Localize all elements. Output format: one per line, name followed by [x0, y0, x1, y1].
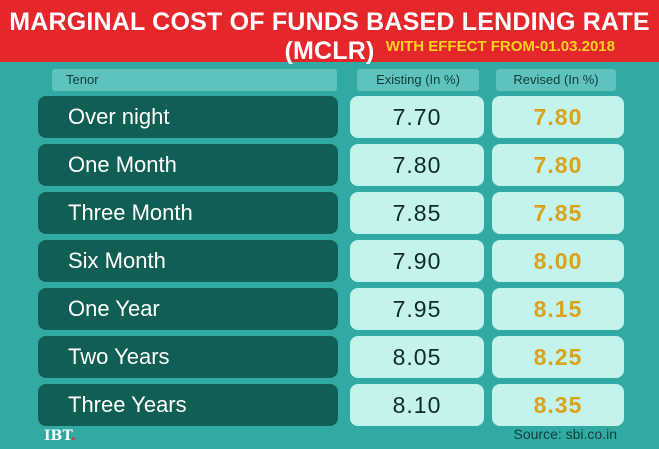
tenor-cell: Three Years — [38, 384, 338, 426]
revised-rate-cell: 7.80 — [492, 144, 624, 186]
tenor-cell: One Year — [38, 288, 338, 330]
chart-title: MARGINAL COST OF FUNDS BASED LENDING RAT… — [9, 8, 650, 65]
tenor-cell: Two Years — [38, 336, 338, 378]
table-row: Six Month 7.90 8.00 — [0, 240, 659, 282]
existing-rate-cell: 7.70 — [350, 96, 484, 138]
source-note: Source: sbi.co.in — [513, 426, 618, 442]
table-row: Two Years 8.05 8.25 — [0, 336, 659, 378]
table-row: One Month 7.80 7.80 — [0, 144, 659, 186]
revised-rate-cell: 7.80 — [492, 96, 624, 138]
existing-rate-cell: 7.85 — [350, 192, 484, 234]
column-header-revised: Revised (In %) — [496, 69, 616, 91]
existing-rate-cell: 7.95 — [350, 288, 484, 330]
table-row: Three Month 7.85 7.85 — [0, 192, 659, 234]
chart-subtitle: WITH EFFECT FROM-01.03.2018 — [385, 38, 615, 55]
existing-rate-cell: 8.10 — [350, 384, 484, 426]
title-banner: MARGINAL COST OF FUNDS BASED LENDING RAT… — [0, 0, 659, 65]
tenor-cell: Six Month — [38, 240, 338, 282]
revised-rate-cell: 8.00 — [492, 240, 624, 282]
revised-rate-cell: 8.25 — [492, 336, 624, 378]
table-row: Over night 7.70 7.80 — [0, 96, 659, 138]
tenor-cell: Three Month — [38, 192, 338, 234]
revised-rate-cell: 7.85 — [492, 192, 624, 234]
table-row: Three Years 8.10 8.35 — [0, 384, 659, 426]
existing-rate-cell: 7.90 — [350, 240, 484, 282]
existing-rate-cell: 7.80 — [350, 144, 484, 186]
column-header-existing: Existing (In %) — [357, 69, 479, 91]
table-row: One Year 7.95 8.15 — [0, 288, 659, 330]
ibt-logo: IBT. — [44, 428, 76, 444]
revised-rate-cell: 8.15 — [492, 288, 624, 330]
tenor-cell: Over night — [38, 96, 338, 138]
existing-rate-cell: 8.05 — [350, 336, 484, 378]
revised-rate-cell: 8.35 — [492, 384, 624, 426]
column-header-tenor: Tenor — [52, 69, 337, 91]
tenor-cell: One Month — [38, 144, 338, 186]
